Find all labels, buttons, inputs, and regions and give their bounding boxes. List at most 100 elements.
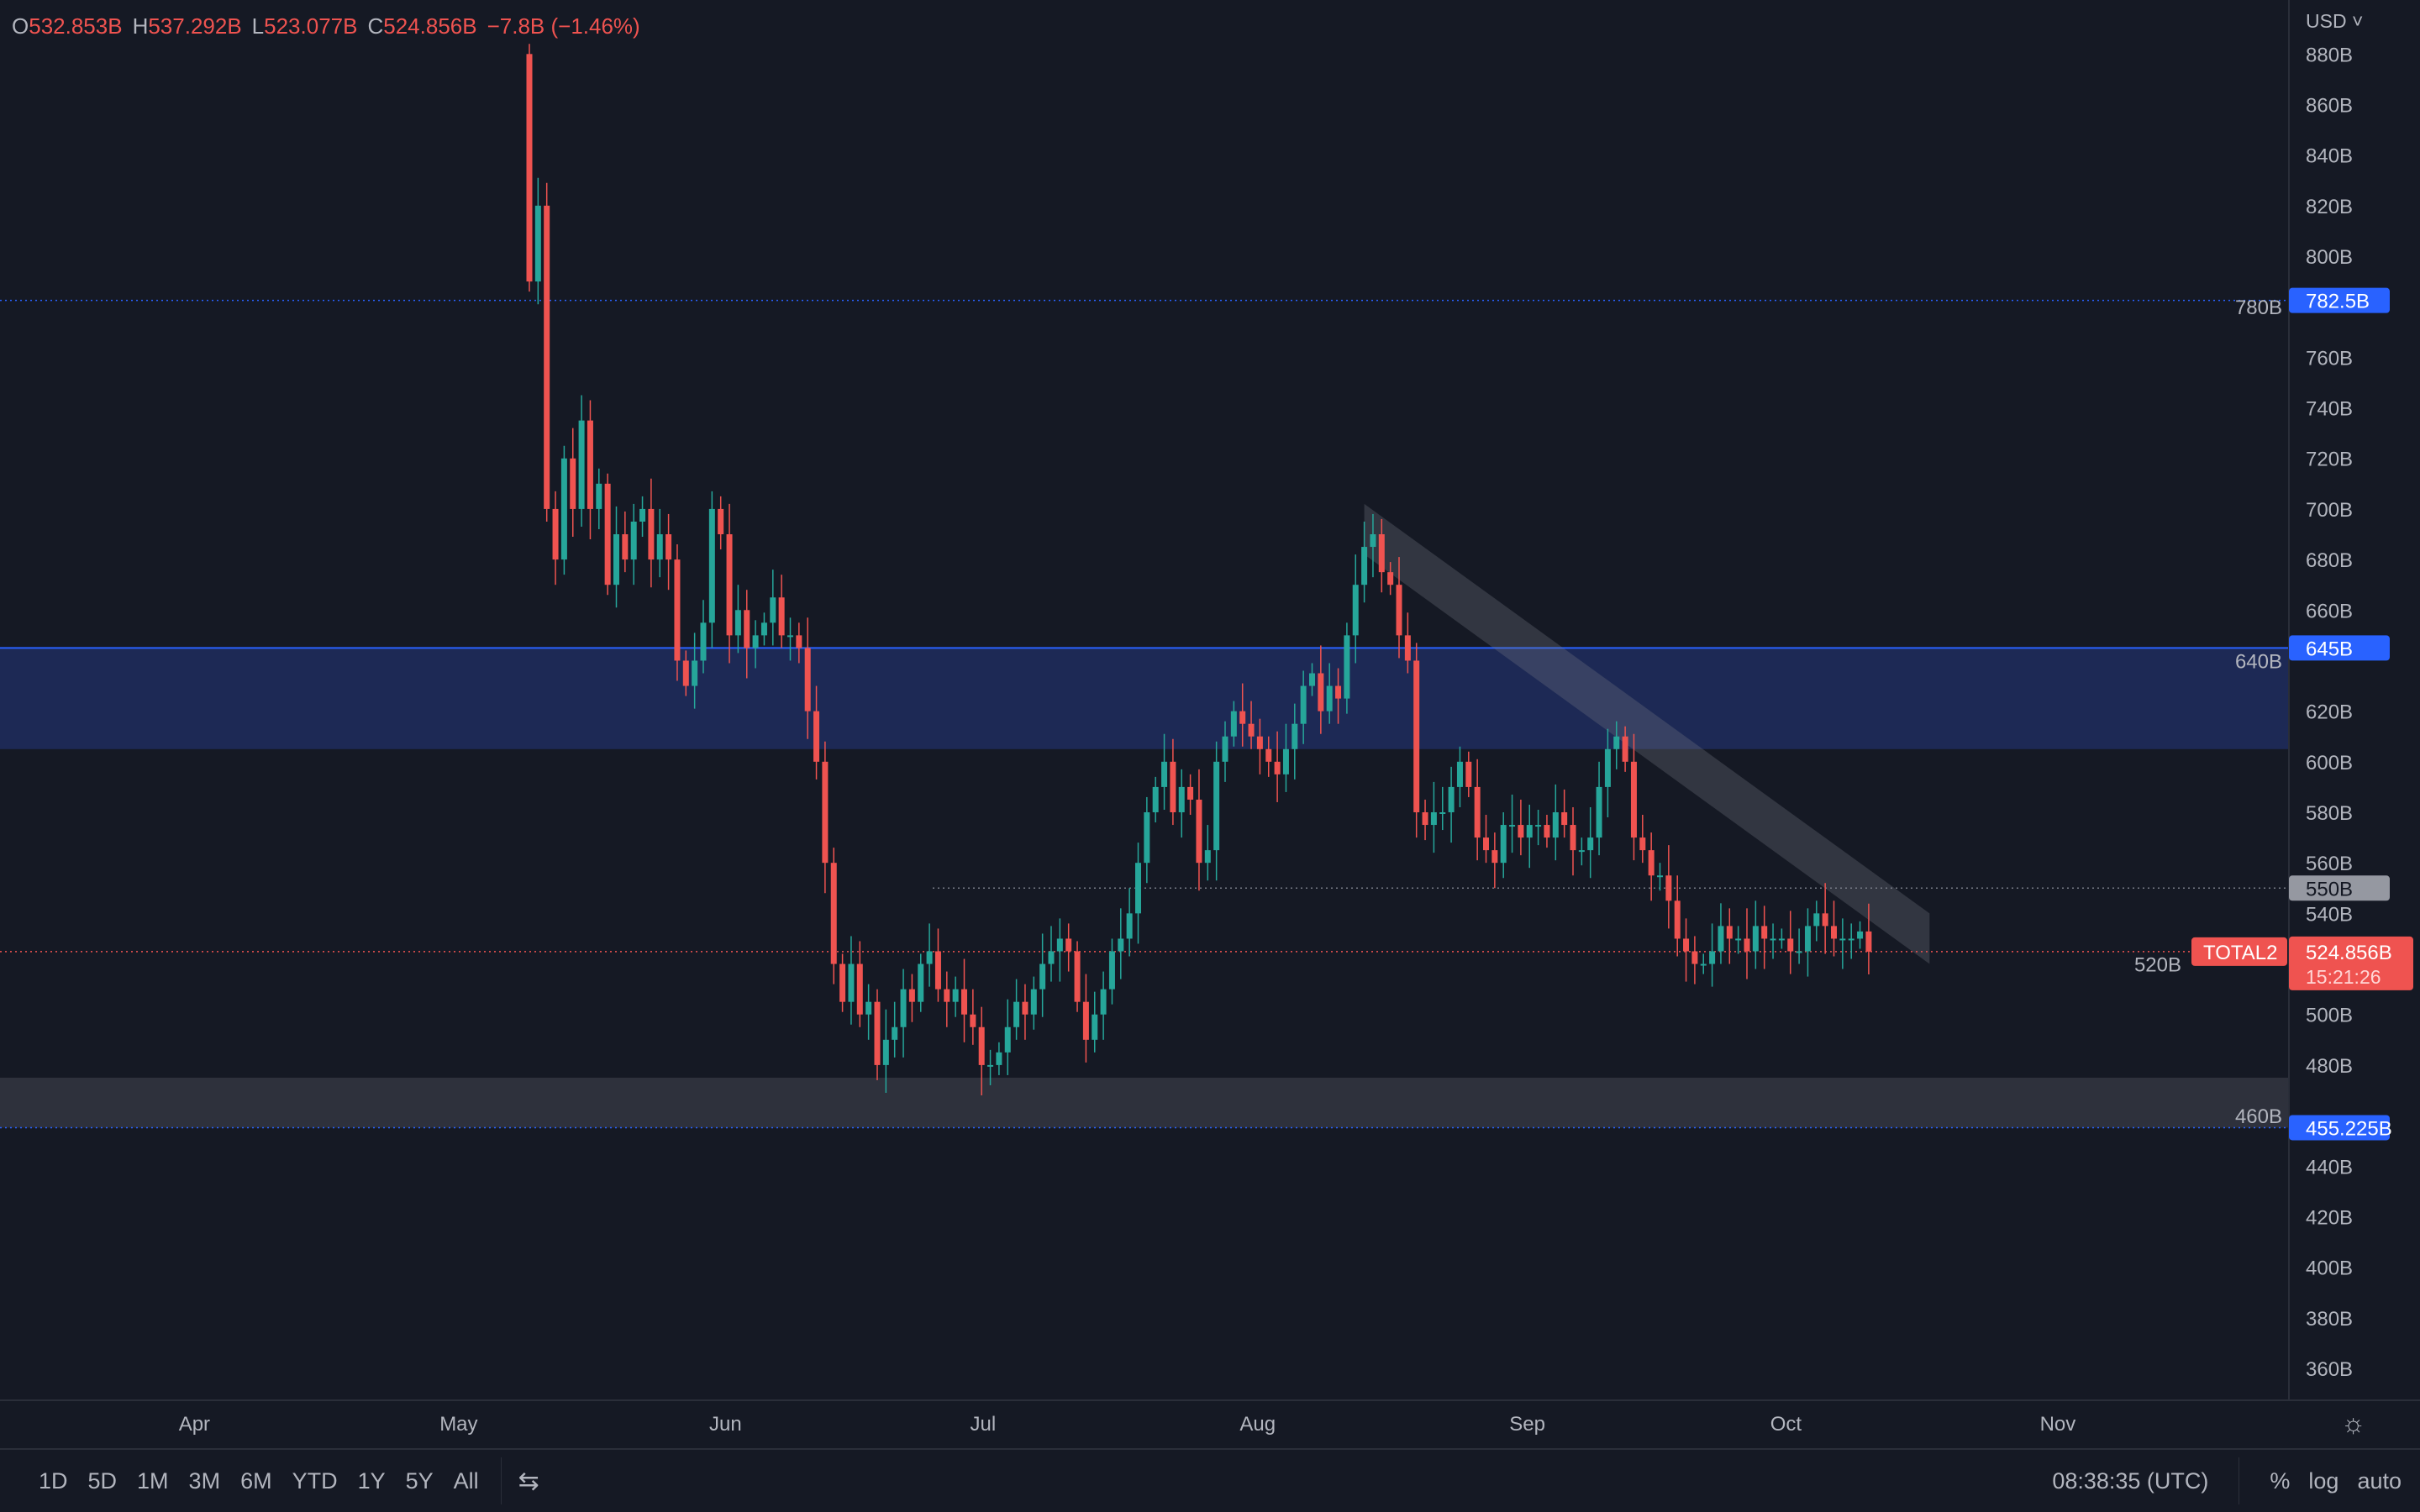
close-label: C: [367, 13, 384, 39]
candle-body: [1152, 786, 1159, 812]
candle-body: [908, 989, 915, 1002]
candle-body: [1144, 812, 1150, 864]
y-tick-label: 660B: [2306, 600, 2353, 622]
y-tick-label: 360B: [2306, 1358, 2353, 1381]
candle-body: [944, 989, 950, 1002]
candle-body: [856, 963, 863, 1015]
candle-body: [656, 534, 663, 560]
candle-body: [760, 622, 767, 636]
low-value: 523.077B: [264, 13, 358, 39]
candle-body: [1604, 748, 1611, 787]
range-6m[interactable]: 6M: [240, 1467, 272, 1494]
close-value: 524.856B: [383, 13, 477, 39]
candle-body: [1787, 938, 1794, 952]
candle-body: [1752, 926, 1759, 952]
candle-body: [1344, 635, 1350, 699]
auto-toggle[interactable]: auto: [2357, 1467, 2402, 1494]
last-price-tag-bg: [2289, 936, 2413, 990]
candle-body: [1265, 748, 1272, 762]
candle-body: [1822, 913, 1828, 927]
currency-selector[interactable]: USD ˅: [2306, 10, 2363, 33]
percent-toggle[interactable]: %: [2270, 1467, 2291, 1494]
y-tick-label: 420B: [2306, 1206, 2353, 1229]
candle-body: [744, 610, 750, 648]
candle-body: [1848, 938, 1854, 941]
range-ytd[interactable]: YTD: [292, 1467, 338, 1494]
range-1m[interactable]: 1M: [137, 1467, 169, 1494]
x-tick-label: Oct: [1770, 1413, 1802, 1436]
candle-body: [1761, 926, 1768, 939]
last-price: 524.856B: [2306, 942, 2392, 964]
candle-body: [708, 508, 715, 623]
price-tag-mid-bg: [2289, 875, 2390, 901]
candle-body: [804, 648, 811, 711]
candle-body: [1100, 989, 1107, 1015]
candle-body: [718, 508, 724, 535]
candle-body: [839, 963, 846, 1002]
candle-body: [1361, 547, 1368, 585]
y-tick-label: 380B: [2306, 1308, 2353, 1331]
x-tick-label: Apr: [178, 1413, 211, 1436]
price-tag-mid: 550B: [2306, 878, 2353, 900]
y-tick-label: 460B: [2235, 1105, 2282, 1128]
candle-body: [892, 1026, 898, 1040]
candle-body: [700, 622, 707, 661]
range-1y[interactable]: 1Y: [357, 1467, 386, 1494]
candle-body: [1170, 761, 1176, 812]
candle-body: [934, 951, 941, 990]
x-tick-label: Jun: [709, 1413, 742, 1436]
x-tick-label: Jul: [970, 1413, 997, 1436]
range-all[interactable]: All: [453, 1467, 479, 1494]
candle-body: [674, 559, 681, 661]
price-chart[interactable]: 360B 380B 400B 420B 440B 460B 480B 500B 520B 540B…: [0, 0, 2420, 1399]
candle-body: [796, 635, 802, 648]
date-range-icon[interactable]: ⇆: [518, 1467, 539, 1495]
y-tick-label: 640B: [2235, 650, 2282, 673]
candle-body: [1013, 1001, 1020, 1027]
candle-body: [1509, 825, 1516, 827]
y-tick-label: 580B: [2306, 802, 2353, 825]
y-tick-label: 620B: [2306, 701, 2353, 724]
bar-countdown: 15:21:26: [2306, 966, 2381, 988]
candle-body: [544, 205, 550, 509]
candle-body: [970, 1014, 976, 1027]
time-axis[interactable]: Apr May Jun Jul Aug Sep Oct Nov ☼: [0, 1399, 2420, 1450]
range-5y[interactable]: 5Y: [405, 1467, 434, 1494]
y-tick-label: 820B: [2306, 196, 2353, 218]
candle-body: [578, 420, 585, 509]
y-tick-label: 760B: [2306, 347, 2353, 370]
candle-body: [587, 420, 593, 509]
range-5d[interactable]: 5D: [87, 1467, 118, 1494]
candle-body: [1691, 951, 1698, 964]
settings-icon[interactable]: ☼: [2341, 1408, 2366, 1438]
x-tick-label: Aug: [1239, 1413, 1276, 1436]
candle-body: [1596, 786, 1602, 838]
y-tick-label: 540B: [2306, 903, 2353, 926]
symbol-tag-bg: [2191, 937, 2287, 966]
candle-body: [1135, 863, 1141, 914]
candle-body: [1335, 685, 1342, 699]
candle-body: [604, 483, 611, 585]
y-tick-label: 780B: [2235, 297, 2282, 319]
currency-label: USD: [2306, 10, 2347, 32]
candle-body: [1422, 812, 1428, 826]
clock[interactable]: 08:38:35 (UTC): [2052, 1467, 2209, 1494]
range-1d[interactable]: 1D: [39, 1467, 68, 1494]
candle-body: [1430, 812, 1437, 826]
candle-body: [1778, 938, 1785, 941]
candle-body: [830, 863, 837, 964]
candle-body: [1074, 951, 1081, 1002]
candle-body: [978, 1026, 985, 1065]
bottom-toolbar: 1D 5D 1M 3M 6M YTD 1Y 5Y All ⇆ 08:38:35 (UTC) % …: [0, 1450, 2420, 1512]
price-tag-resistance: 782.5B: [2306, 291, 2370, 313]
price-tag-support-bg: [2289, 1115, 2390, 1141]
candle-body: [1082, 1001, 1089, 1040]
candle-body: [1204, 850, 1211, 864]
candle-body: [1483, 837, 1489, 851]
candle-body: [1718, 926, 1724, 952]
candle-body: [918, 963, 924, 1002]
log-toggle[interactable]: log: [2308, 1467, 2339, 1494]
range-3m[interactable]: 3M: [188, 1467, 221, 1494]
candle-body: [596, 483, 602, 509]
y-tick-label: 720B: [2306, 449, 2353, 471]
